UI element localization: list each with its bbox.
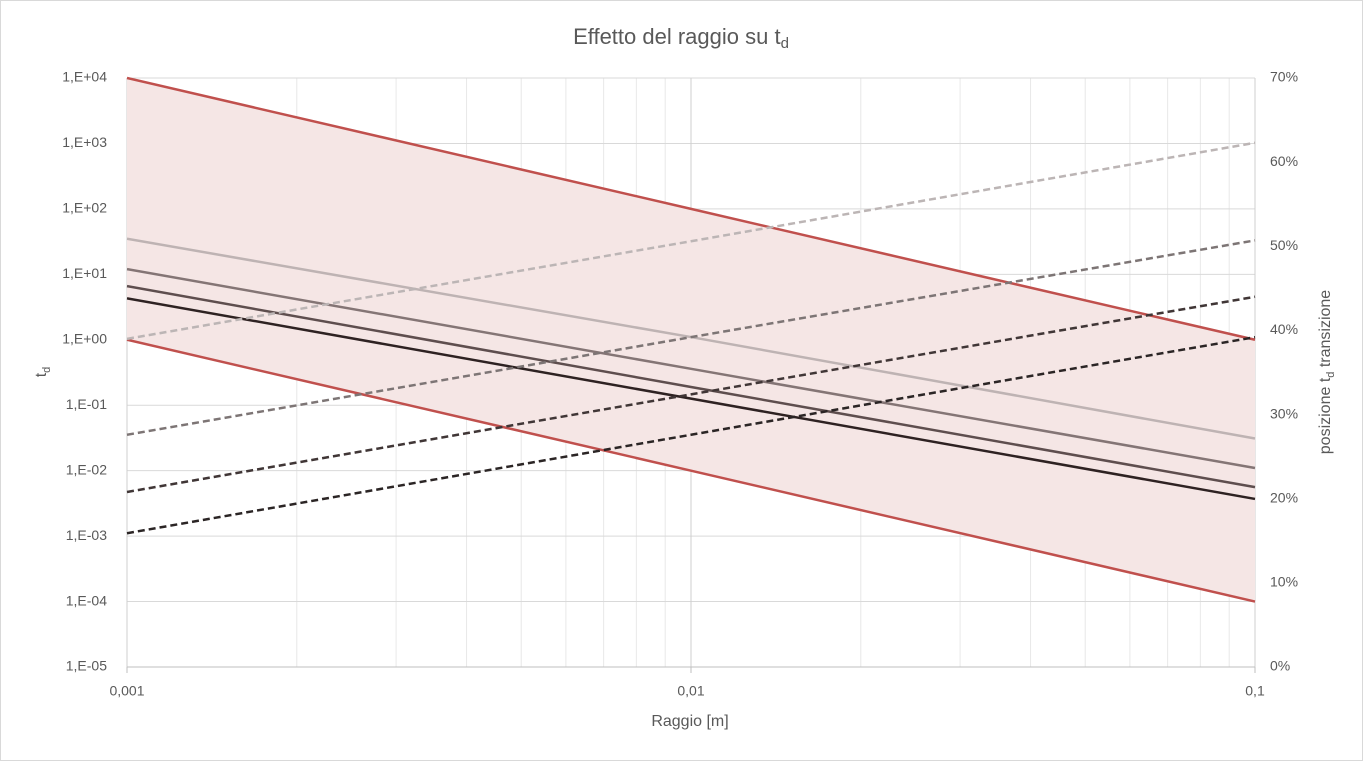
- series-line: [126, 338, 1256, 603]
- series-line: [126, 335, 1256, 535]
- x-tick-label: 0,1: [1245, 683, 1265, 699]
- band-fill: [127, 78, 1255, 602]
- series-line: [126, 141, 1256, 341]
- title-text: Effetto del raggio su t: [573, 24, 781, 49]
- y2-tick-label: 50%: [1270, 237, 1298, 253]
- y-tick-label: 1,E-05: [66, 658, 107, 674]
- y-tick-label: 1,E-04: [66, 592, 107, 608]
- chart-title: Effetto del raggio su td: [573, 24, 789, 52]
- y2-tick-label: 60%: [1270, 153, 1298, 169]
- y-tick-label: 1,E-02: [66, 461, 107, 477]
- y2-label-text: posizione t: [1317, 377, 1334, 454]
- y-tick-label: 1,E-03: [66, 527, 107, 543]
- title-subscript: d: [781, 35, 789, 52]
- series-line: [126, 295, 1256, 494]
- y2-label-text: transizione: [1317, 290, 1334, 372]
- y2-tick-label: 40%: [1270, 321, 1298, 337]
- y-tick-label: 1,E+03: [62, 134, 107, 150]
- y-tick-label: 1,E-01: [66, 396, 107, 412]
- y2-tick-label: 30%: [1270, 405, 1298, 421]
- y-axis-label: td: [33, 367, 53, 378]
- x-tick-label: 0,01: [677, 683, 704, 699]
- y2-axis-label: posizione td transizione: [1317, 290, 1337, 455]
- plot-area: [126, 76, 1256, 603]
- y-tick-label: 1,E+04: [62, 69, 107, 85]
- series-line: [126, 297, 1256, 501]
- y2-label-subscript: d: [1325, 372, 1337, 378]
- series-line: [126, 284, 1256, 489]
- y2-tick-label: 10%: [1270, 574, 1298, 590]
- y2-tick-label: 70%: [1270, 69, 1298, 85]
- series-line: [126, 267, 1256, 470]
- series-line: [126, 239, 1256, 436]
- y2-tick-label: 20%: [1270, 489, 1298, 505]
- y-tick-label: 1,E+00: [62, 330, 107, 346]
- y-tick-label: 1,E+01: [62, 265, 107, 281]
- y-label-subscript: d: [41, 367, 53, 373]
- y2-tick-label: 0%: [1270, 658, 1290, 674]
- x-axis-label: Raggio [m]: [651, 713, 728, 730]
- y-label-text: t: [33, 372, 50, 377]
- y-tick-label: 1,E+02: [62, 200, 107, 216]
- x-tick-label: 0,001: [109, 683, 144, 699]
- series-line: [126, 76, 1256, 341]
